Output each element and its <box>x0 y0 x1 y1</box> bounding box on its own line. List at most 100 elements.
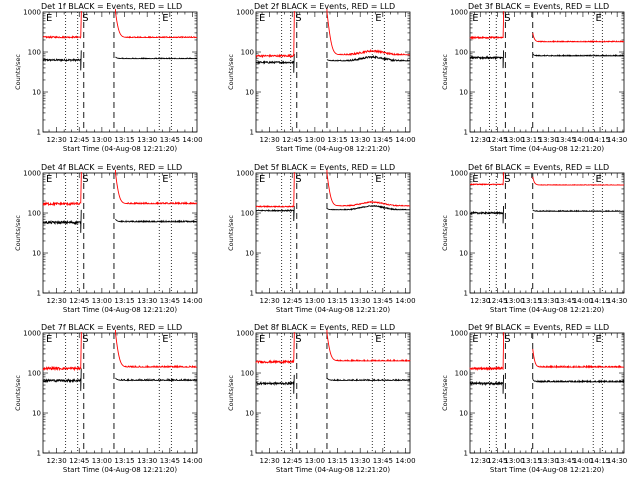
plot-frame <box>469 332 625 454</box>
series-lld-line <box>255 332 295 365</box>
marker-label-e: E <box>46 334 52 345</box>
x-tick-label: 13:45 <box>160 457 180 465</box>
series-events-line <box>469 374 505 394</box>
series-events-line <box>532 209 624 213</box>
marker-label-s: S <box>295 334 301 345</box>
y-tick-label: 100 <box>28 370 41 378</box>
series-events-line <box>469 50 505 69</box>
y-tick-label: 10 <box>245 250 254 258</box>
x-tick-label: 12:45 <box>487 136 507 144</box>
series-events-line <box>115 56 198 60</box>
x-tick-label: 13:30 <box>350 136 370 144</box>
chart-panel-1: Det 1f BLACK = Events, RED = LLD 1 10 100 10… <box>14 2 203 153</box>
y-axis-label: Counts/sec <box>14 375 22 411</box>
series-lld-line <box>326 11 410 56</box>
series-lld-line <box>115 172 198 206</box>
marker-label-e: E <box>259 334 265 345</box>
series-lld-line <box>326 172 411 208</box>
x-tick-label: 12:45 <box>282 136 302 144</box>
series-lld-line <box>255 11 295 59</box>
series-lld-line <box>532 348 625 369</box>
series-events-line <box>532 53 625 57</box>
y-tick-label: 1 <box>464 450 468 458</box>
x-tick-label: 13:00 <box>504 136 524 144</box>
y-tick-label: 1000 <box>236 170 254 178</box>
x-tick-label: 13:45 <box>556 297 576 305</box>
chart-panel-9: Det 9f BLACK = Events, RED = LLD 1 10 100 10… <box>441 323 627 474</box>
series-lld-line <box>532 176 625 186</box>
marker-label-e: E <box>162 174 168 185</box>
x-tick-label: 13:30 <box>350 297 370 305</box>
series-events-line <box>255 374 295 394</box>
plot-frame <box>469 172 625 294</box>
series-lld-line <box>42 172 82 207</box>
x-tick-label: 12:30 <box>259 457 279 465</box>
x-tick-label: 12:30 <box>46 457 66 465</box>
marker-label-e: E <box>46 13 52 24</box>
y-tick-label: 1 <box>37 450 41 458</box>
y-tick-label: 10 <box>459 89 468 97</box>
marker-label-e: E <box>259 13 265 24</box>
x-tick-label: 14:00 <box>395 297 415 305</box>
x-tick-label: 13:30 <box>539 457 559 465</box>
series-lld-line <box>42 11 82 40</box>
marker-label-s: S <box>82 334 88 345</box>
x-tick-label: 13:30 <box>539 136 559 144</box>
x-axis-label: Start Time (04-Aug-08 12:21:20) <box>276 466 390 474</box>
x-tick-label: 12:45 <box>282 457 302 465</box>
y-tick-label: 1000 <box>450 170 468 178</box>
marker-label-s: S <box>504 13 510 24</box>
y-tick-label: 1 <box>37 129 41 137</box>
y-tick-label: 100 <box>241 49 254 57</box>
y-axis-label: Counts/sec <box>227 54 235 90</box>
y-tick-label: 1000 <box>450 9 468 17</box>
x-tick-label: 14:00 <box>573 136 593 144</box>
x-tick-label: 13:30 <box>137 136 157 144</box>
series-events-line <box>255 205 295 221</box>
x-tick-label: 13:15 <box>522 457 542 465</box>
x-tick-label: 13:00 <box>92 297 112 305</box>
marker-label-s: S <box>82 13 88 24</box>
marker-label-s: S <box>504 334 510 345</box>
x-tick-label: 13:45 <box>373 297 393 305</box>
chart-panel-6: Det 6f BLACK = Events, RED = LLD 1 10 100 10… <box>441 163 627 314</box>
series-events-line <box>42 209 82 233</box>
y-tick-label: 100 <box>241 370 254 378</box>
y-axis-label: Counts/sec <box>441 215 449 251</box>
series-lld-line <box>115 11 198 39</box>
marker-label-s: S <box>295 13 301 24</box>
series-events-line <box>532 378 625 384</box>
x-tick-label: 13:15 <box>114 457 134 465</box>
x-tick-label: 14:00 <box>573 457 593 465</box>
y-tick-label: 1 <box>250 290 254 298</box>
x-axis-label: Start Time (04-Aug-08 12:21:20) <box>490 306 604 314</box>
chart-panel-8: Det 8f BLACK = Events, RED = LLD 1 10 100 10… <box>227 323 416 474</box>
series-events-line <box>326 55 411 62</box>
x-tick-label: 14:00 <box>182 457 202 465</box>
x-axis-label: Start Time (04-Aug-08 12:21:20) <box>63 145 177 153</box>
series-lld-line <box>469 332 505 372</box>
marker-label-e: E <box>472 334 478 345</box>
y-axis-label: Counts/sec <box>227 215 235 251</box>
x-tick-label: 13:00 <box>305 457 325 465</box>
chart-panel-5: Det 5f BLACK = Events, RED = LLD 1 10 100 10… <box>227 163 416 314</box>
x-tick-label: 13:00 <box>305 297 325 305</box>
marker-label-s: S <box>295 174 301 185</box>
series-lld-line <box>532 32 625 43</box>
x-tick-label: 14:30 <box>607 297 627 305</box>
x-tick-label: 14:15 <box>590 136 610 144</box>
x-tick-label: 12:45 <box>487 457 507 465</box>
y-tick-label: 10 <box>245 89 254 97</box>
x-tick-label: 13:45 <box>160 297 180 305</box>
chart-panel-4: Det 4f BLACK = Events, RED = LLD 1 10 100 10… <box>14 163 203 314</box>
x-tick-label: 14:30 <box>607 457 627 465</box>
y-tick-label: 1000 <box>236 9 254 17</box>
y-tick-label: 1000 <box>23 170 41 178</box>
chart-title: Det 2f BLACK = Events, RED = LLD <box>254 2 395 11</box>
marker-label-e: E <box>46 174 52 185</box>
x-axis-label: Start Time (04-Aug-08 12:21:20) <box>490 466 604 474</box>
plot-frame <box>469 11 625 133</box>
x-tick-label: 13:15 <box>522 136 542 144</box>
x-tick-label: 13:00 <box>92 136 112 144</box>
